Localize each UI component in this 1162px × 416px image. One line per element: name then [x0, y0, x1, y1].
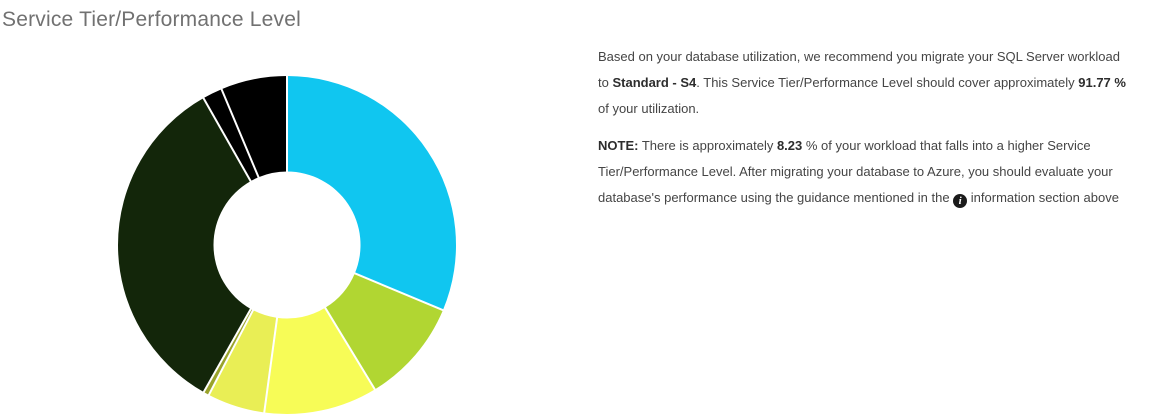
donut-slice-black-sliver[interactable] [203, 89, 259, 182]
info-icon: i [953, 194, 968, 208]
slice-separator [263, 316, 279, 414]
recommendation-panel: Based on your database utilization, we r… [598, 44, 1158, 211]
donut-slice-yellow-dull[interactable] [208, 310, 278, 413]
body-text: of your utilization. [598, 101, 700, 116]
body-text: information section above [967, 190, 1119, 205]
note-text: NOTE: There is approximately 8.23 % of y… [598, 133, 1158, 211]
donut-slice-yellow-green[interactable] [325, 273, 443, 390]
emphasis-text: 91.77 % [1078, 75, 1126, 90]
body-text: Based on your database utilization, we r… [598, 49, 1120, 64]
slice-separator [202, 307, 253, 393]
recommendation-text: Based on your database utilization, we r… [598, 44, 1158, 122]
emphasis-text: 8.23 [776, 138, 803, 153]
slice-separator [202, 97, 253, 183]
body-text: % of your workload that falls into a hig… [802, 138, 1091, 153]
slice-separator [353, 272, 444, 312]
donut-chart-svg [118, 75, 456, 414]
donut-slice-yellow-bright[interactable] [264, 307, 375, 414]
donut-slice-cyan[interactable] [287, 76, 456, 311]
body-text: . This Service Tier/Performance Level sh… [696, 75, 1079, 90]
body-text: database's performance using the guidanc… [598, 190, 954, 205]
body-text: Tier/Performance Level. After migrating … [598, 164, 1113, 179]
slice-separator [323, 306, 376, 391]
slice-separator [207, 308, 255, 396]
donut-chart [117, 75, 457, 415]
emphasis-text: Standard - S4 [612, 75, 697, 90]
donut-slice-olive-sliver[interactable] [203, 308, 254, 395]
page-title: Service Tier/Performance Level [2, 8, 301, 31]
body-text: There is approximately [638, 138, 777, 153]
donut-slice-dark-green[interactable] [118, 98, 251, 393]
slice-separator [220, 88, 260, 179]
body-text: to [598, 75, 613, 90]
emphasis-text: NOTE: [598, 138, 639, 153]
donut-slice-black[interactable] [221, 76, 287, 178]
